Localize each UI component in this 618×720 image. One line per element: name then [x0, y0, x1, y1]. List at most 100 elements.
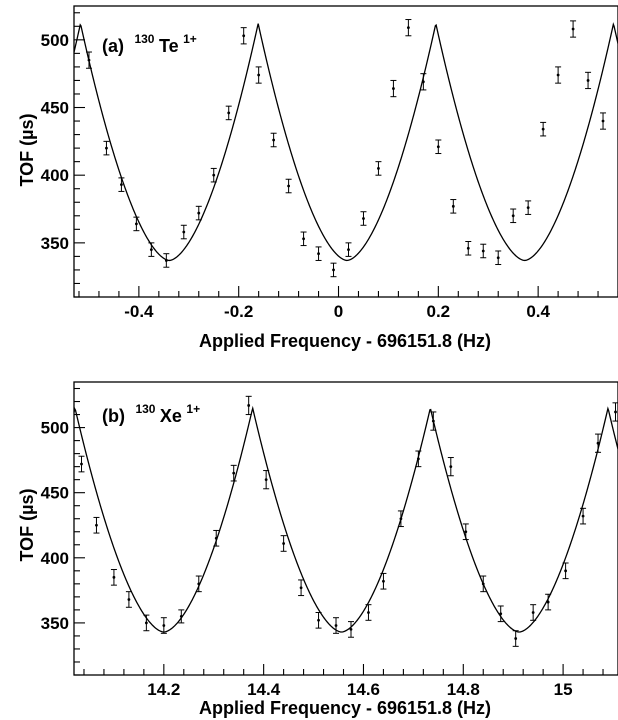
plot-frame-b: [73, 381, 618, 676]
marker: [242, 34, 246, 38]
x-tick-label: 14.8: [447, 680, 480, 699]
data-point: [298, 579, 305, 597]
marker: [416, 457, 420, 461]
data-point: [480, 243, 487, 259]
data-point: [495, 250, 502, 266]
marker: [317, 618, 320, 622]
y-axis-title-b: TOF (µs): [17, 488, 37, 561]
marker: [112, 575, 116, 579]
marker: [257, 73, 261, 77]
y-tick-label: 450: [41, 484, 69, 503]
panel-letter-a: (a): [102, 36, 124, 56]
x-tick-label: 0: [334, 302, 343, 321]
data-points-b: [78, 395, 618, 647]
data-point: [103, 140, 110, 156]
data-point: [163, 253, 170, 268]
data-point: [497, 605, 504, 623]
data-point: [195, 575, 202, 593]
marker: [431, 419, 435, 423]
panel-letter-b: (b): [102, 406, 125, 426]
marker: [406, 26, 410, 30]
marker: [526, 206, 530, 210]
element-a: Te: [159, 36, 179, 56]
x-tick-label: 0.4: [526, 302, 550, 321]
data-point: [465, 241, 472, 256]
marker: [392, 87, 395, 90]
marker: [571, 27, 575, 31]
y-tick-label: 400: [41, 166, 69, 185]
marker: [87, 58, 91, 62]
x-tick-label: 14.2: [147, 680, 180, 699]
marker: [105, 146, 108, 150]
data-point: [333, 617, 340, 634]
data-point: [85, 51, 92, 69]
marker: [134, 222, 138, 226]
marker: [302, 237, 305, 241]
x-tick-label: 0.2: [427, 302, 451, 321]
data-point: [213, 529, 220, 547]
data-point: [600, 112, 607, 130]
data-point: [240, 27, 247, 45]
data-point: [390, 79, 397, 98]
data-point: [545, 593, 552, 611]
mass-number-b: 130: [135, 402, 155, 416]
data-point: [420, 73, 427, 91]
x-axis-title-a: Applied Frequency - 696151.8 (Hz): [199, 331, 491, 351]
charge-b: 1+: [186, 402, 200, 416]
data-point: [280, 535, 287, 552]
marker: [586, 79, 590, 82]
marker: [349, 628, 353, 631]
data-point: [270, 132, 277, 148]
data-point: [540, 121, 547, 137]
data-point: [480, 575, 487, 593]
data-point: [133, 216, 140, 232]
marker: [449, 465, 453, 469]
data-point: [315, 611, 322, 629]
panel-a: TOF (µs) 350 400 450 500 -0.4 -0.2 0 0.2 0.4 (a…: [17, 5, 618, 351]
data-point: [555, 66, 562, 84]
x-tick-label: 15: [554, 680, 573, 699]
data-point: [285, 178, 292, 194]
data-point: [345, 242, 352, 257]
data-point: [93, 516, 100, 534]
data-point: [148, 242, 155, 257]
data-point: [330, 262, 337, 278]
marker: [264, 478, 268, 482]
data-point: [595, 433, 602, 453]
data-point: [110, 569, 117, 586]
marker: [162, 624, 166, 627]
data-point: [585, 71, 592, 90]
marker: [499, 612, 503, 616]
data-point: [225, 105, 232, 121]
data-point: [510, 208, 517, 224]
marker: [197, 582, 201, 586]
data-point: [255, 66, 262, 84]
data-point: [397, 510, 404, 528]
data-point: [435, 139, 442, 155]
data-point: [570, 20, 577, 38]
data-point: [375, 161, 382, 176]
data-point: [118, 177, 125, 192]
marker: [382, 579, 385, 583]
marker: [334, 624, 338, 627]
y-tick-label: 500: [41, 419, 69, 438]
marker: [541, 127, 545, 131]
marker: [95, 523, 98, 527]
panel-label-a: (a) 130 Te 1+: [102, 30, 197, 56]
marker: [347, 248, 350, 252]
marker: [581, 514, 585, 518]
marker: [601, 119, 605, 123]
data-point: [380, 572, 387, 590]
marker: [362, 217, 365, 220]
marker: [232, 471, 236, 475]
marker: [127, 598, 131, 601]
data-point: [78, 455, 85, 473]
charge-a: 1+: [183, 32, 197, 46]
marker: [481, 249, 485, 253]
marker: [332, 268, 335, 272]
marker: [287, 184, 291, 188]
marker: [464, 530, 468, 534]
marker: [299, 586, 303, 590]
marker: [399, 517, 403, 521]
data-point: [530, 604, 537, 621]
